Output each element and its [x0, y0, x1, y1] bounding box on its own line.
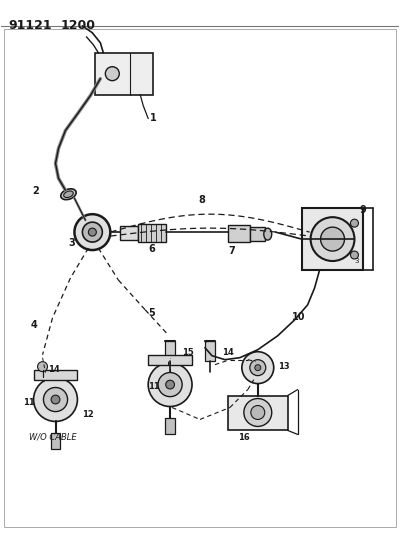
Circle shape: [320, 227, 344, 251]
Text: 5: 5: [148, 308, 155, 318]
Text: 9: 9: [360, 205, 366, 215]
Circle shape: [166, 380, 174, 389]
Circle shape: [350, 219, 358, 227]
Circle shape: [88, 228, 96, 236]
Text: 1200: 1200: [60, 19, 96, 32]
Circle shape: [250, 360, 266, 376]
Bar: [205, 341, 215, 361]
Text: 8: 8: [198, 195, 205, 205]
Text: 15: 15: [182, 348, 194, 357]
Circle shape: [255, 365, 261, 370]
Bar: [302, 208, 364, 270]
Text: 3: 3: [354, 258, 359, 264]
Circle shape: [51, 395, 60, 404]
Ellipse shape: [64, 191, 73, 198]
Circle shape: [34, 377, 78, 422]
Text: 1: 1: [150, 112, 157, 123]
Text: 7: 7: [228, 246, 235, 256]
Bar: [50, 433, 60, 449]
Text: 6: 6: [148, 244, 155, 254]
Circle shape: [148, 362, 192, 407]
Bar: [148, 354, 192, 365]
Bar: [228, 225, 250, 242]
Circle shape: [74, 214, 110, 250]
Ellipse shape: [61, 189, 76, 200]
Text: 91121: 91121: [9, 19, 52, 32]
Circle shape: [244, 399, 272, 426]
Circle shape: [311, 217, 354, 261]
Circle shape: [105, 67, 119, 80]
Text: 16: 16: [238, 433, 250, 442]
Circle shape: [350, 251, 358, 259]
Circle shape: [44, 387, 68, 411]
Bar: [165, 341, 175, 361]
Text: 14: 14: [222, 348, 234, 357]
Text: 10: 10: [292, 312, 305, 322]
Bar: [250, 227, 265, 241]
Text: 3: 3: [68, 238, 75, 248]
Text: 2: 2: [32, 186, 39, 196]
Bar: [34, 370, 78, 379]
Bar: [95, 53, 153, 94]
Circle shape: [82, 222, 102, 242]
Circle shape: [251, 406, 265, 419]
Ellipse shape: [264, 228, 272, 240]
Text: 13: 13: [278, 362, 289, 370]
Circle shape: [38, 362, 48, 372]
Text: 11: 11: [23, 398, 34, 407]
Text: 12: 12: [82, 409, 94, 418]
Bar: [138, 224, 166, 242]
Circle shape: [158, 373, 182, 397]
Text: 11: 11: [148, 382, 160, 391]
Text: 4: 4: [30, 320, 37, 330]
Bar: [165, 418, 175, 434]
Text: 14: 14: [48, 365, 60, 374]
Bar: [228, 395, 288, 431]
Bar: [120, 226, 138, 240]
Circle shape: [242, 352, 274, 384]
Text: W/O CABLE: W/O CABLE: [28, 432, 76, 441]
